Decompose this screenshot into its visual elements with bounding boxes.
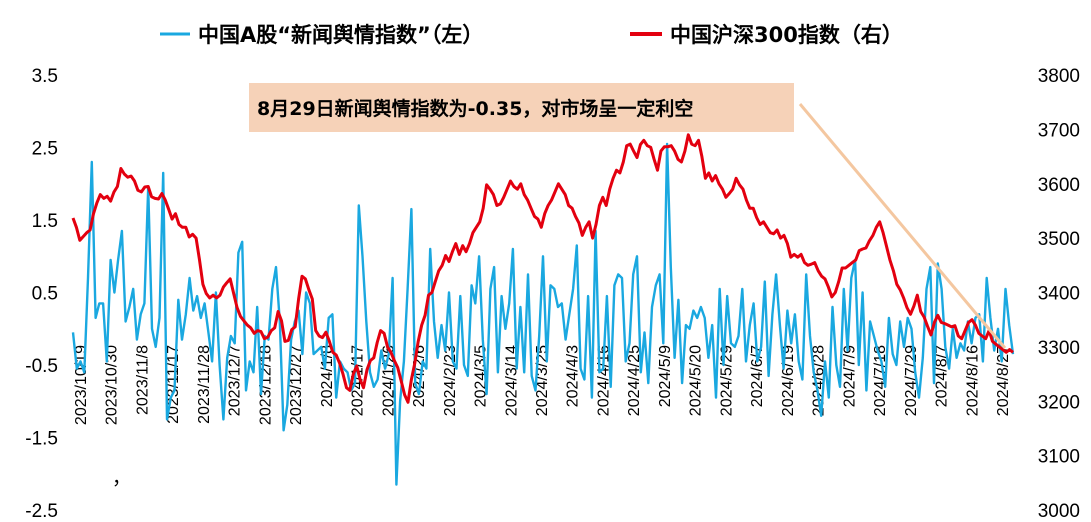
x-tick-label: 2023/11/28 (196, 345, 213, 424)
x-tick-label: 2023/12/7 (227, 345, 244, 416)
legend-label-csi300: 中国沪深300指数（右） (670, 23, 903, 47)
x-tick-label: 2024/7/9 (841, 345, 858, 407)
x-tick-label: 2024/1/17 (350, 345, 367, 416)
left-tick-label: 3.5 (32, 66, 58, 87)
legend: 中国A股“新闻舆情指数”（左） 中国沪深300指数（右） (160, 23, 903, 47)
x-tick-label: 2024/7/18 (872, 345, 889, 416)
left-tick-label: 0.5 (32, 284, 58, 305)
right-tick-label: 3600 (1038, 175, 1080, 196)
x-tick-label: 2023/11/8 (135, 345, 152, 415)
x-tick-label: 2024/4/25 (626, 345, 643, 416)
x-tick-label: 2024/6/7 (749, 345, 766, 407)
right-tick-label: 3300 (1038, 338, 1080, 359)
left-tick-label: -2.5 (25, 501, 58, 522)
right-tick-label: 3500 (1038, 229, 1080, 250)
left-tick-label: -0.5 (25, 356, 58, 377)
x-tick-label: 2024/4/3 (565, 345, 582, 407)
right-tick-label: 3100 (1038, 447, 1080, 468)
x-tick-label: 2024/5/9 (657, 345, 674, 407)
right-tick-label: 3000 (1038, 501, 1080, 522)
right-tick-label: 3200 (1038, 392, 1080, 413)
series-line-csi300 (71, 133, 1014, 404)
stray-mark: ， (112, 468, 131, 489)
legend-label-sentiment: 中国A股“新闻舆情指数”（左） (198, 23, 483, 47)
left-tick-label: 2.5 (32, 139, 58, 160)
annotation-text: 8月29日新闻舆情指数为-0.35，对市场呈一定利空 (257, 97, 693, 120)
series-layer (71, 133, 1015, 486)
series-line-sentiment (71, 142, 1015, 486)
right-tick-label: 3800 (1038, 66, 1080, 87)
right-tick-label: 3400 (1038, 284, 1080, 305)
x-tick-label: 2023/12/27 (288, 345, 305, 425)
x-tick-label: 2023/10/30 (104, 345, 121, 425)
x-tick-label: 2024/5/20 (688, 345, 705, 416)
annotation: 8月29日新闻舆情指数为-0.35，对市场呈一定利空 (249, 83, 1007, 349)
x-axis-ticks: 2023/10/19 2023/10/30 2023/11/8 2023/11/17 2… (73, 345, 1012, 425)
right-tick-label: 3700 (1038, 120, 1080, 141)
right-axis-ticks: 3800 3700 3600 3500 3400 3300 3200 3100 3000 (1038, 66, 1080, 522)
annotation-arrow (798, 103, 1007, 349)
left-axis-ticks: 3.5 2.5 1.5 0.5 -0.5 -1.5 -2.5 (25, 66, 58, 522)
left-tick-label: 1.5 (32, 211, 58, 232)
x-tick-label: 2024/8/16 (964, 345, 981, 416)
annotation-box (249, 83, 794, 132)
x-tick-label: 2024/5/29 (718, 345, 735, 416)
x-tick-label: 2024/8/27 (995, 345, 1012, 416)
left-tick-label: -1.5 (25, 429, 58, 450)
x-tick-label: 2023/12/18 (257, 345, 274, 425)
x-tick-label: 2024/8/7 (934, 345, 951, 407)
